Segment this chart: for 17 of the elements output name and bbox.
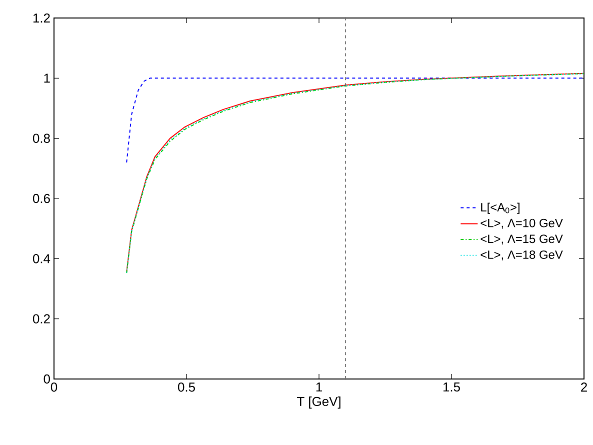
x-tick-label: 1.5 <box>443 382 460 392</box>
x-tick-label: 1 <box>316 382 322 392</box>
y-tick-label: 1 <box>44 74 50 83</box>
x-tick-label: 0 <box>50 382 58 392</box>
y-tick-label: 0 <box>44 374 50 384</box>
legend-label: <L>, Λ=18 GeV <box>480 250 563 260</box>
y-tick-label: 1.2 <box>33 13 50 23</box>
x-tick-label: 0.5 <box>178 382 195 392</box>
y-tick-label: 0.4 <box>32 254 50 264</box>
y-tick-label: 0.2 <box>32 314 50 324</box>
legend-label: L[<A$_{0}$>] <box>481 202 520 214</box>
y-tick-label: 0.6 <box>32 194 50 204</box>
legend-label: <L>, Λ=15 GeV <box>480 234 563 245</box>
y-tick-label: 0.8 <box>32 134 50 143</box>
x-axis-title: T [GeV] <box>296 396 340 409</box>
legend-label: <L>, Λ=10 GeV <box>480 218 563 229</box>
x-tick-label: 2 <box>581 382 587 392</box>
